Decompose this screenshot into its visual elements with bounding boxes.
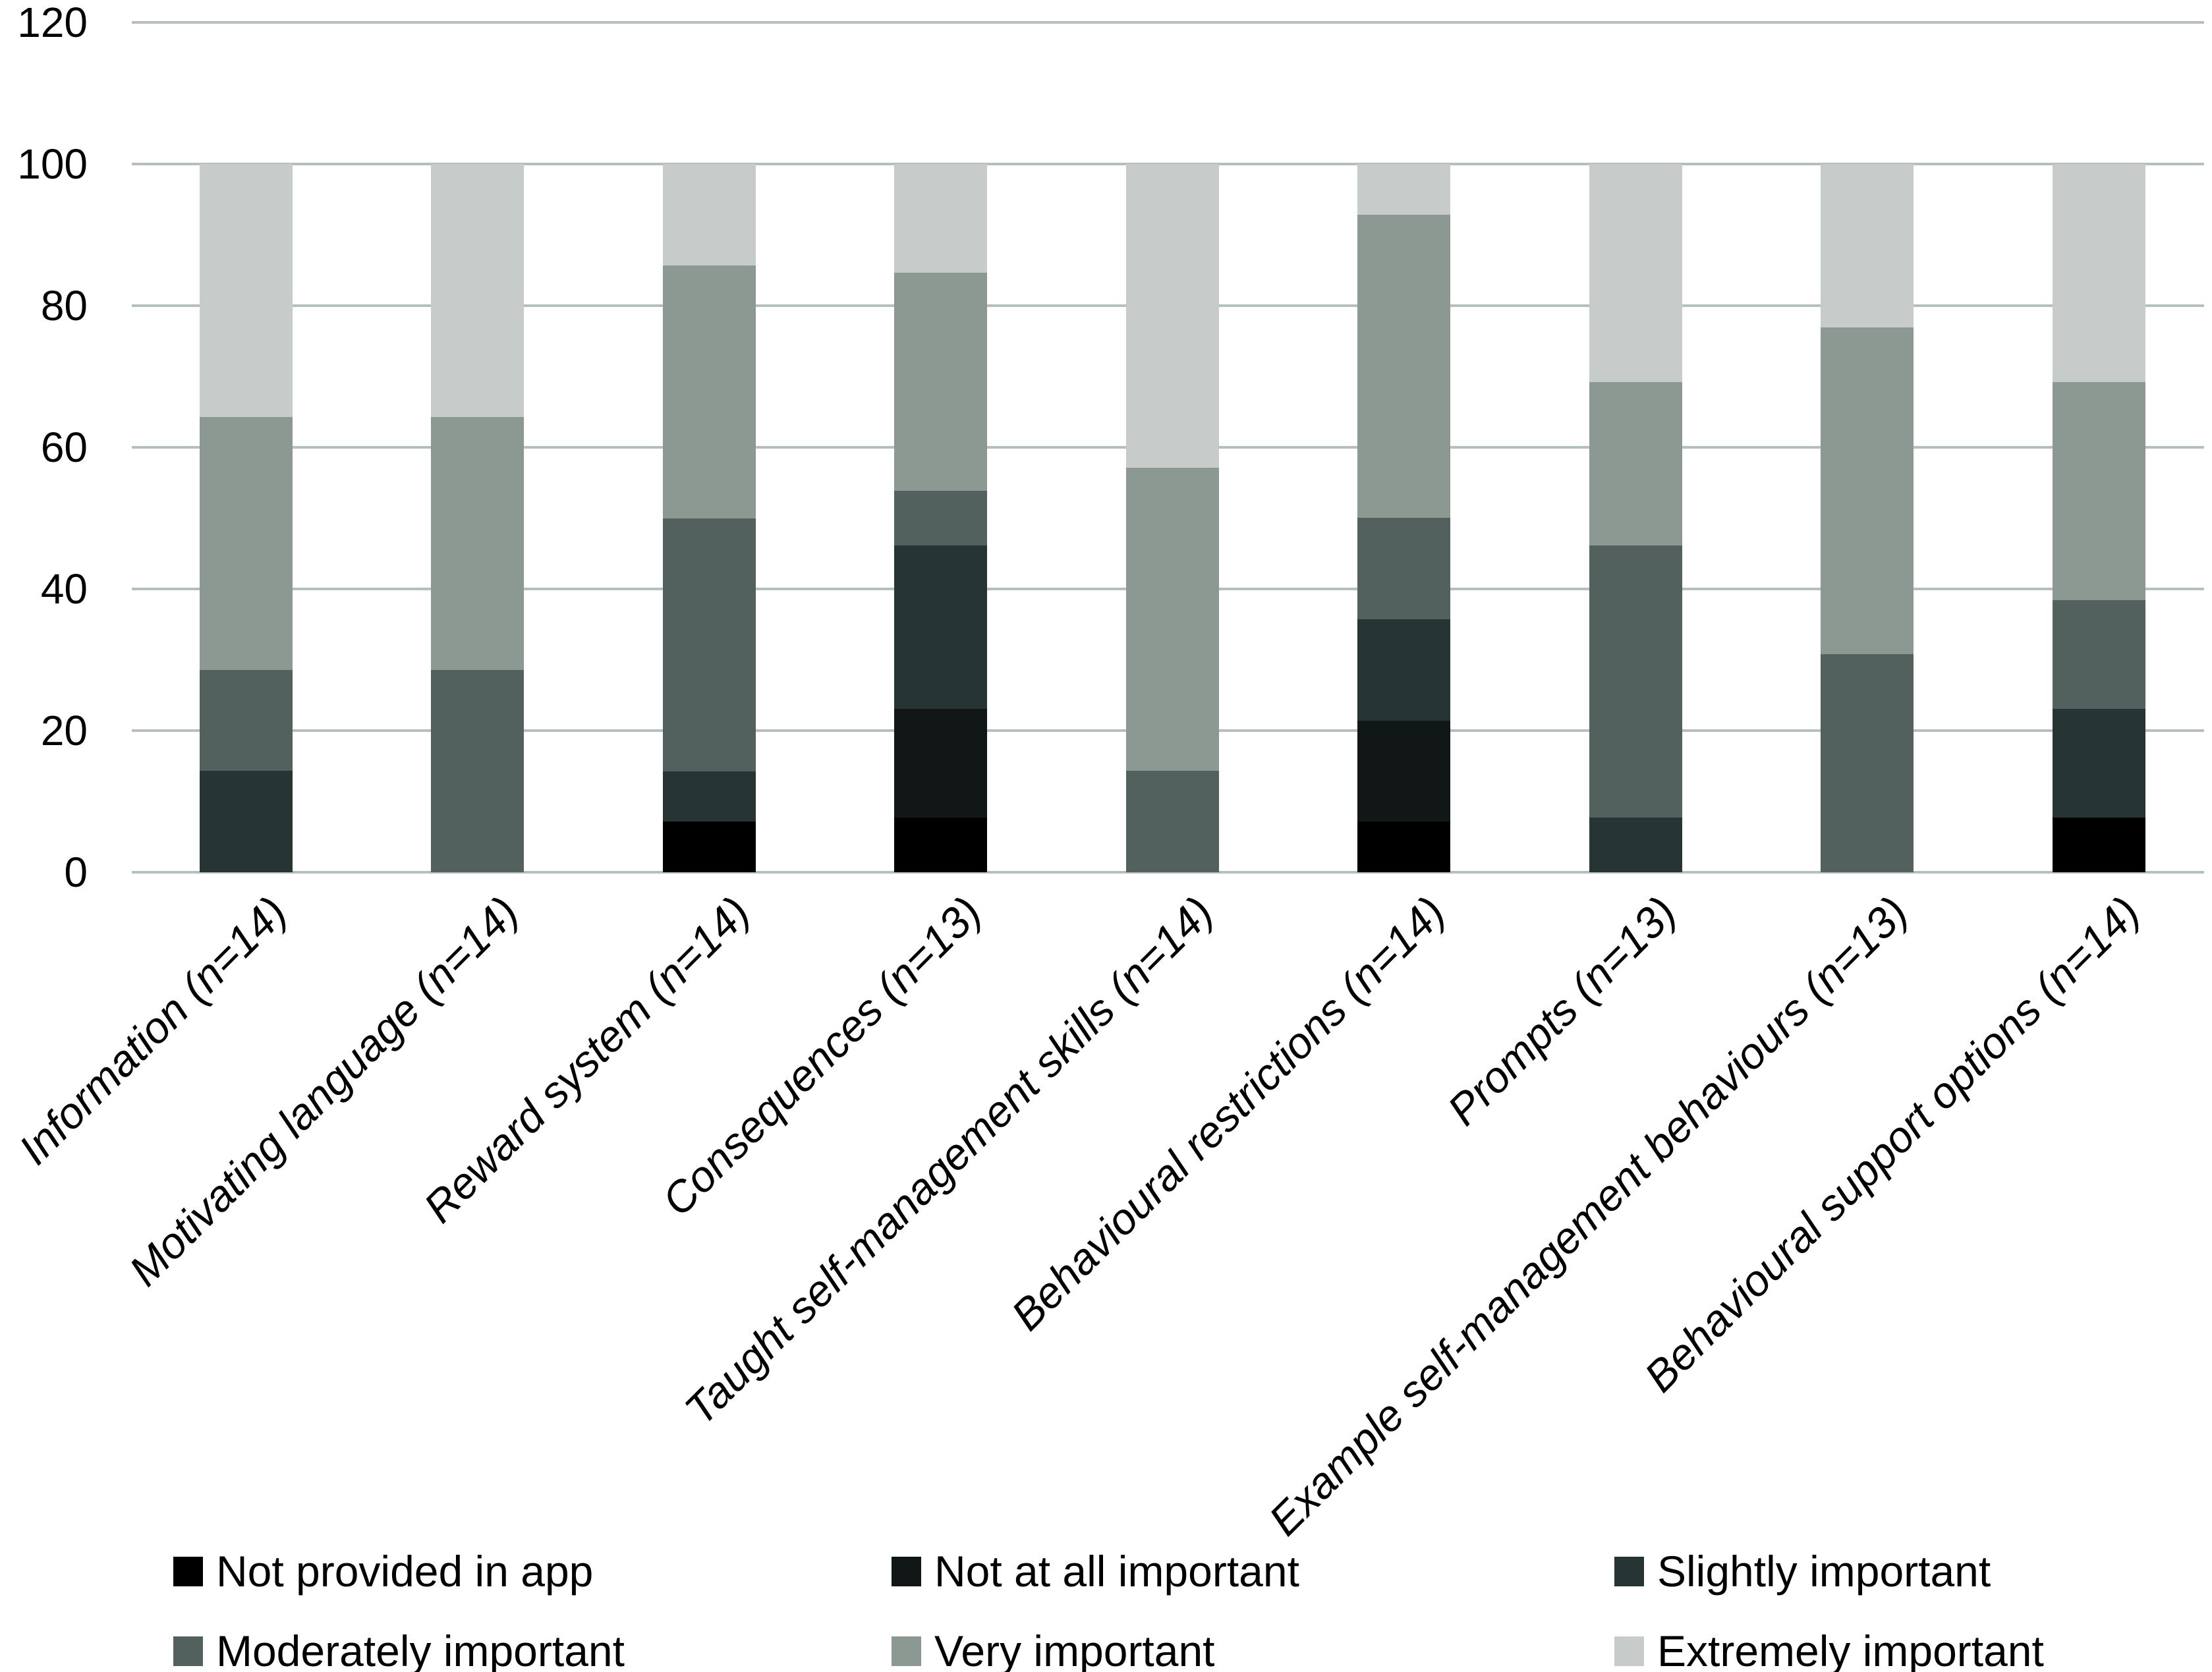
bar-segment-prompts-n-13--slightly-important — [1589, 818, 1682, 872]
legend-swatch-slightly-important — [1614, 1556, 1644, 1586]
legend-swatch-not-provided-in-app — [173, 1556, 203, 1586]
bar-segment-behavioural-restrictions-n-14--extremely-important — [1357, 163, 1450, 215]
legend-item-extremely-important: Extremely important — [1614, 1628, 2044, 1672]
legend-swatch-moderately-important — [173, 1636, 203, 1666]
bar-segment-example-self-management-behaviours-n-13--very-important — [1821, 327, 1914, 655]
bar-segment-behavioural-restrictions-n-14--not-at-all-important — [1357, 720, 1450, 822]
legend-item-very-important: Very important — [892, 1628, 1215, 1672]
bar-segment-reward-system-n-14--moderately-important — [662, 518, 756, 771]
y-axis-tick-label-20: 20 — [40, 707, 88, 754]
bar-segment-prompts-n-13--very-important — [1589, 381, 1682, 545]
bar-segment-consequences-n-13--not-at-all-important — [894, 709, 987, 818]
bar-segment-motivating-language-n-14--extremely-important — [431, 164, 524, 417]
bar-segment-behavioural-support-options-n-14--slightly-important — [2052, 709, 2145, 818]
bar-segment-reward-system-n-14--very-important — [662, 265, 756, 518]
bar-segment-behavioural-support-options-n-14--moderately-important — [2052, 599, 2145, 710]
bar-segment-behavioural-restrictions-n-14--slightly-important — [1357, 619, 1450, 721]
bar-information-n-14 — [199, 22, 293, 872]
bar-segment-behavioural-restrictions-n-14--moderately-important — [1357, 518, 1450, 620]
legend-label-very-important: Very important — [934, 1627, 1215, 1672]
x-axis-category-label-taught-self-management-skills-n-14: Taught self-management skills (n=14) — [675, 887, 1222, 1434]
bar-segment-behavioural-support-options-n-14--extremely-important — [2052, 164, 2145, 382]
bar-example-self-management-behaviours-n-13 — [1821, 22, 1914, 872]
legend-item-not-provided-in-app: Not provided in app — [173, 1548, 593, 1594]
bar-segment-motivating-language-n-14--moderately-important — [431, 669, 524, 872]
bar-segment-prompts-n-13--moderately-important — [1589, 545, 1682, 818]
y-axis-tick-label-0: 0 — [64, 849, 88, 896]
bar-prompts-n-13 — [1589, 22, 1682, 872]
bar-segment-information-n-14--extremely-important — [199, 164, 293, 417]
legend-swatch-not-at-all-important — [892, 1556, 921, 1586]
bar-segment-taught-self-management-skills-n-14--extremely-important — [1125, 163, 1219, 468]
bar-segment-consequences-n-13--very-important — [894, 273, 987, 491]
legend-label-not-provided-in-app: Not provided in app — [216, 1547, 594, 1596]
bar-consequences-n-13 — [894, 22, 987, 872]
y-axis-tick-label-100: 100 — [17, 140, 88, 188]
y-axis-tick-label-80: 80 — [40, 282, 88, 329]
bar-segment-behavioural-support-options-n-14--very-important — [2052, 381, 2145, 600]
bar-behavioural-support-options-n-14 — [2052, 22, 2145, 872]
bar-segment-reward-system-n-14--not-provided-in-app — [662, 822, 756, 872]
legend-item-not-at-all-important: Not at all important — [892, 1548, 1299, 1594]
bar-segment-consequences-n-13--not-provided-in-app — [894, 818, 987, 872]
bar-behavioural-restrictions-n-14 — [1357, 22, 1450, 872]
bar-segment-taught-self-management-skills-n-14--moderately-important — [1125, 771, 1219, 872]
legend-swatch-very-important — [892, 1636, 921, 1666]
bar-segment-consequences-n-13--extremely-important — [894, 164, 987, 273]
bar-segment-taught-self-management-skills-n-14--very-important — [1125, 467, 1219, 771]
legend-label-extremely-important: Extremely important — [1657, 1627, 2044, 1672]
bar-taught-self-management-skills-n-14 — [1125, 22, 1219, 872]
gridline-0 — [132, 871, 2204, 874]
x-axis-category-label-behavioural-support-options-n-14: Behavioural support options (n=14) — [1634, 887, 2149, 1401]
legend-swatch-extremely-important — [1614, 1636, 1644, 1666]
bar-segment-behavioural-support-options-n-14--not-provided-in-app — [2052, 818, 2145, 872]
bar-segment-prompts-n-13--extremely-important — [1589, 164, 1682, 382]
y-axis-tick-label-120: 120 — [17, 0, 88, 46]
bar-segment-example-self-management-behaviours-n-13--extremely-important — [1821, 164, 1914, 328]
bar-reward-system-n-14 — [662, 22, 756, 872]
bar-segment-information-n-14--slightly-important — [199, 771, 293, 872]
bar-segment-motivating-language-n-14--very-important — [431, 417, 524, 670]
legend-label-not-at-all-important: Not at all important — [934, 1547, 1299, 1596]
bar-segment-example-self-management-behaviours-n-13--moderately-important — [1821, 654, 1914, 872]
legend-label-slightly-important: Slightly important — [1657, 1547, 1991, 1596]
x-axis-category-label-behavioural-restrictions-n-14: Behavioural restrictions (n=14) — [1001, 887, 1454, 1340]
bar-segment-reward-system-n-14--extremely-important — [662, 164, 756, 265]
bar-segment-reward-system-n-14--slightly-important — [662, 771, 756, 822]
gridline-120 — [132, 21, 2204, 24]
bar-segment-information-n-14--moderately-important — [199, 669, 293, 771]
bar-segment-behavioural-restrictions-n-14--very-important — [1357, 214, 1450, 518]
legend-label-moderately-important: Moderately important — [216, 1627, 625, 1672]
bar-segment-consequences-n-13--slightly-important — [894, 545, 987, 710]
legend-item-slightly-important: Slightly important — [1614, 1548, 1991, 1594]
x-axis-category-label-motivating-language-n-14: Motivating language (n=14) — [119, 887, 528, 1295]
bar-segment-behavioural-restrictions-n-14--not-provided-in-app — [1357, 822, 1450, 872]
x-axis-category-label-prompts-n-13: Prompts (n=13) — [1438, 887, 1686, 1134]
legend-item-moderately-important: Moderately important — [173, 1628, 625, 1672]
bar-segment-consequences-n-13--moderately-important — [894, 491, 987, 545]
y-axis-tick-label-40: 40 — [40, 565, 88, 613]
bar-motivating-language-n-14 — [431, 22, 524, 872]
y-axis-tick-label-60: 60 — [40, 424, 88, 471]
bar-segment-information-n-14--very-important — [199, 416, 293, 670]
